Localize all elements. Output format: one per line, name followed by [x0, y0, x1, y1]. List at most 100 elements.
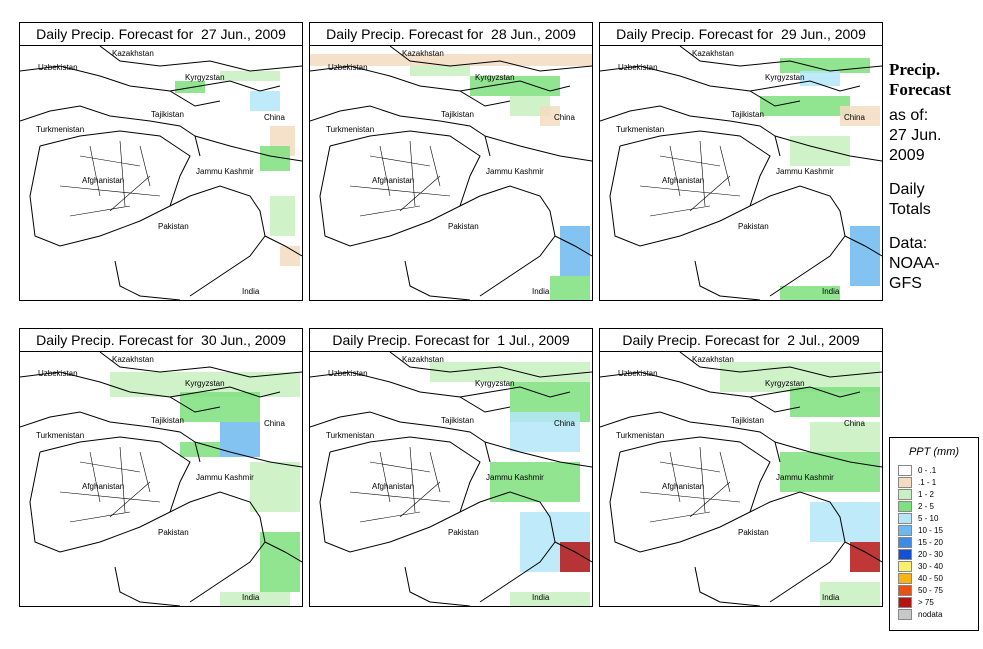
province-line [69, 511, 131, 523]
precip-area [810, 422, 880, 452]
as-of-label: as of: 27 Jun. 2009 [889, 106, 979, 166]
map-svg: Kazakhstan Uzbekistan Kyrgyzstan Tajikistan… [310, 46, 592, 300]
country-label-kyrgyzstan: Kyrgyzstan [765, 379, 805, 388]
country-label-afghanistan: Afghanistan [82, 176, 124, 185]
legend-label: 50 - 75 [918, 585, 943, 595]
precip-area [790, 136, 850, 166]
legend-row: nodata [898, 608, 978, 620]
country-label-china: China [264, 419, 285, 428]
country-label-jammu-kashmir: Jammu Kashmir [776, 473, 834, 482]
legend-row: 40 - 50 [898, 572, 978, 584]
precip-area [410, 66, 470, 76]
country-label-turkmenistan: Turkmenistan [326, 431, 374, 440]
legend-label: 0 - .1 [918, 465, 937, 475]
precip-area [810, 502, 880, 542]
legend-swatch [898, 500, 912, 512]
precip-map: Kazakhstan Uzbekistan Kyrgyzstan Tajikistan… [20, 46, 302, 300]
country-label-turkmenistan: Turkmenistan [616, 125, 664, 134]
legend-row: > 75 [898, 596, 978, 608]
legend-row: 15 - 20 [898, 536, 978, 548]
border-line [749, 80, 861, 92]
precip-area [840, 106, 880, 126]
country-label-kyrgyzstan: Kyrgyzstan [185, 379, 225, 388]
province-line [659, 461, 721, 473]
forecast-panel: Daily Precip. Forecast for 30 Jun., 2009… [19, 328, 303, 607]
country-label-tajikistan: Tajikistan [151, 110, 184, 119]
province-line [699, 140, 706, 207]
country-label-kazakhstan: Kazakhstan [402, 49, 444, 58]
border-line [310, 105, 491, 157]
border-line [20, 105, 201, 157]
province-line [79, 155, 141, 167]
border-line [844, 541, 882, 563]
precip-area [220, 592, 290, 606]
border-line [194, 135, 302, 162]
country-label-india: India [242, 593, 260, 602]
province-line [359, 205, 421, 217]
totals-line2: Totals [889, 201, 931, 218]
legend-label: 10 - 15 [918, 525, 943, 535]
province-line [409, 446, 416, 513]
border-line [389, 46, 592, 72]
border-line [264, 235, 302, 257]
border-line [459, 491, 556, 603]
precip-area [470, 76, 560, 96]
province-line [59, 491, 161, 503]
country-label-india: India [532, 593, 550, 602]
legend-swatch [898, 524, 912, 536]
legend-label: .1 - 1 [918, 477, 937, 487]
panel-title: Daily Precip. Forecast for 30 Jun., 2009 [20, 329, 302, 352]
country-label-uzbekistan: Uzbekistan [328, 369, 368, 378]
border-line [484, 441, 592, 468]
country-label-jammu-kashmir: Jammu Kashmir [196, 473, 254, 482]
legend-label: 5 - 10 [918, 513, 939, 523]
panel-title: Daily Precip. Forecast for 29 Jun., 2009 [600, 23, 882, 46]
border-line [844, 235, 882, 257]
border-line [749, 491, 846, 603]
legend-row: 5 - 10 [898, 512, 978, 524]
legend-row: 1 - 2 [898, 488, 978, 500]
as-of-text: as of: [889, 107, 929, 124]
country-label-pakistan: Pakistan [448, 222, 479, 231]
precip-area [220, 422, 260, 457]
precip-area [175, 81, 205, 93]
country-label-tajikistan: Tajikistan [731, 416, 764, 425]
precip-area [430, 362, 590, 382]
country-label-uzbekistan: Uzbekistan [38, 369, 78, 378]
legend-swatch [898, 572, 912, 584]
totals-label: Daily Totals [889, 180, 979, 220]
precip-area [780, 452, 880, 492]
precip-map: Kazakhstan Uzbekistan Kyrgyzstan Tajikistan… [600, 46, 882, 300]
border-line [679, 46, 882, 72]
panel-title: Daily Precip. Forecast for 28 Jun., 2009 [310, 23, 592, 46]
province-line [429, 451, 441, 493]
country-label-afghanistan: Afghanistan [82, 482, 124, 491]
country-label-kyrgyzstan: Kyrgyzstan [475, 379, 515, 388]
border-line [310, 65, 511, 107]
legend-swatch [898, 464, 912, 476]
country-label-tajikistan: Tajikistan [441, 416, 474, 425]
country-label-india: India [242, 287, 260, 296]
border-line [20, 65, 221, 107]
map-svg: Kazakhstan Uzbekistan Kyrgyzstan Tajikistan… [20, 352, 302, 606]
country-label-tajikistan: Tajikistan [151, 416, 184, 425]
border-line [749, 185, 846, 297]
precip-area [270, 196, 295, 236]
border-line [310, 371, 511, 413]
totals-line1: Daily [889, 181, 925, 198]
border-line [389, 352, 592, 378]
precip-area [250, 462, 300, 512]
border-line [169, 185, 266, 297]
data-line1: Data: [889, 235, 928, 252]
precip-area [560, 226, 590, 276]
border-line [679, 352, 882, 378]
border-line [114, 566, 181, 606]
panel-title: Daily Precip. Forecast for 1 Jul., 2009 [310, 329, 592, 352]
country-label-india: India [822, 287, 840, 296]
province-line [639, 185, 741, 197]
country-label-kyrgyzstan: Kyrgyzstan [185, 73, 225, 82]
legend-swatch [898, 512, 912, 524]
country-label-tajikistan: Tajikistan [731, 110, 764, 119]
province-line [689, 481, 731, 518]
legend-label: 1 - 2 [918, 489, 935, 499]
